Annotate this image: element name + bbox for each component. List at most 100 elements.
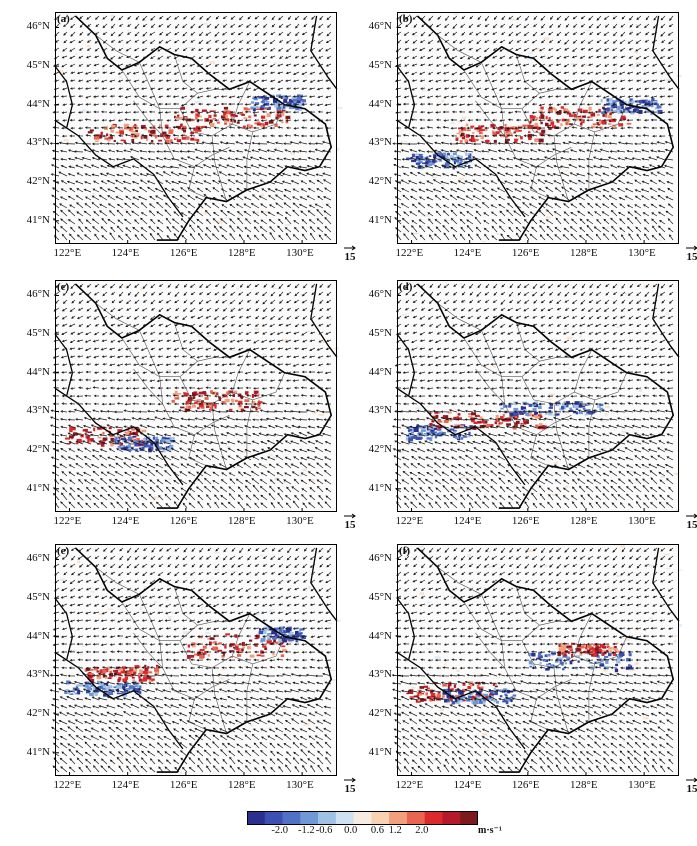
reference-vector-value: 15: [344, 251, 356, 263]
latitude-label: 43°N: [26, 668, 50, 681]
longitude-label: 126°E: [511, 515, 540, 527]
longitude-label: 124°E: [453, 779, 482, 791]
latitude-label: 45°N: [26, 591, 50, 604]
wind-vectors: [392, 15, 674, 241]
latitude-label: 44°N: [368, 629, 392, 642]
colorbar-segment: [442, 811, 461, 825]
longitude-label: 128°E: [569, 779, 598, 791]
colorbar-tick-label: 1.2: [388, 825, 402, 836]
reference-arrow-icon: [344, 245, 356, 251]
longitude-label: 122°E: [53, 515, 82, 527]
panel-label: (f): [399, 545, 410, 557]
colorbar-segment: [318, 811, 337, 825]
longitude-label: 130°E: [628, 779, 656, 791]
latitude-label: 43°N: [368, 668, 392, 681]
colorbar-tick-label: 2.0: [415, 825, 429, 836]
map-panel: 41°N 42°N 43°N 44°N 45°N 46°N 122°E 124°E 126°E 1…: [369, 544, 697, 795]
colorbar-tick-label: 0.6: [370, 825, 384, 836]
latitude-label: 42°N: [26, 707, 50, 720]
panel-label: (e): [57, 545, 70, 557]
map-panel: 41°N 42°N 43°N 44°N 45°N 46°N 122°E 124°E 126°E 1…: [369, 280, 697, 531]
latitude-label: 46°N: [368, 288, 392, 301]
panel-label: (d): [399, 281, 413, 293]
wind-vectors: [49, 15, 332, 241]
reference-vector: 15: [685, 245, 697, 263]
reference-vector-value: 15: [686, 783, 697, 795]
map-panel: 41°N 42°N 43°N 44°N 45°N 46°N 122°E 124°E 126°E 1…: [27, 12, 356, 263]
latitude-label: 45°N: [26, 59, 50, 72]
latitude-label: 44°N: [26, 97, 50, 110]
colorbar-tick-label: 0.0: [344, 825, 358, 836]
latitude-label: 41°N: [368, 213, 392, 226]
wind-field-map: [391, 544, 683, 776]
latitude-label: 42°N: [26, 443, 50, 456]
longitude-label: 130°E: [628, 515, 656, 527]
latitude-label: 44°N: [368, 365, 392, 378]
boundary-lines: [54, 547, 338, 773]
colorbar-segment: [264, 811, 283, 825]
latitude-label: 41°N: [26, 481, 50, 494]
colorbar-tick-label: -2.0: [271, 825, 288, 836]
latitude-label: 41°N: [368, 481, 392, 494]
longitude-label: 124°E: [111, 515, 140, 527]
longitude-label: 122°E: [53, 779, 82, 791]
colorbar: -2.0 -1.2 -0.6 0.0 0.6 1.2 2.0 m·s⁻¹: [247, 811, 547, 846]
colorbar-segment: [424, 811, 443, 825]
longitude-label: 124°E: [111, 247, 140, 259]
latitude-label: 46°N: [26, 288, 50, 301]
colorbar-tick-label: -1.2: [297, 825, 315, 836]
wind-vectors: [49, 547, 332, 773]
boundary-lines: [54, 15, 338, 241]
convergence-bands: [65, 390, 263, 453]
latitude-label: 41°N: [26, 213, 50, 226]
longitude-label: 122°E: [395, 247, 424, 259]
latitude-label: 44°N: [368, 97, 392, 110]
latitude-label: 46°N: [368, 20, 392, 33]
longitude-label: 130°E: [628, 247, 656, 259]
reference-vector: 15: [343, 513, 357, 531]
reference-arrow-icon: [344, 777, 356, 783]
colorbar-tick-label: -0.6: [315, 825, 333, 836]
longitude-label: 128°E: [227, 779, 256, 791]
latitude-label: 43°N: [368, 404, 392, 417]
panel-label: (c): [57, 281, 70, 293]
latitude-label: 46°N: [26, 552, 50, 565]
wind-vectors: [50, 283, 332, 509]
reference-vector: 15: [343, 777, 357, 795]
reference-vector-value: 15: [686, 519, 697, 531]
colorbar-segment: [353, 811, 372, 825]
wind-vectors: [391, 283, 674, 509]
reference-arrow-icon: [344, 513, 356, 519]
longitude-label: 126°E: [511, 247, 540, 259]
panels-container: 41°N 42°N 43°N 44°N 45°N 46°N 122°E 124°E 126°E 1…: [27, 12, 697, 795]
longitude-label: 124°E: [453, 515, 482, 527]
wind-field-map: [391, 280, 680, 512]
latitude-label: 46°N: [26, 20, 50, 33]
reference-vector: 15: [685, 777, 697, 795]
panel-label: (a): [57, 13, 70, 25]
reference-vector-value: 15: [686, 251, 697, 263]
convergence-bands: [87, 94, 306, 144]
wind-field-map: [49, 544, 341, 778]
colorbar-segment: [282, 811, 301, 825]
latitude-label: 42°N: [368, 443, 392, 456]
map-panel: 41°N 42°N 43°N 44°N 45°N 46°N 122°E 124°E 126°E 1…: [27, 544, 356, 795]
reference-vector: 15: [685, 513, 697, 531]
latitude-label: 45°N: [368, 59, 392, 72]
longitude-label: 126°E: [169, 247, 198, 259]
colorbar-segment: [371, 811, 390, 825]
longitude-label: 126°E: [511, 779, 540, 791]
longitude-label: 122°E: [395, 779, 424, 791]
latitude-label: 42°N: [368, 175, 392, 188]
wind-field-map: [50, 280, 339, 512]
latitude-label: 41°N: [26, 745, 50, 758]
longitude-label: 122°E: [53, 247, 82, 259]
longitude-label: 124°E: [453, 247, 482, 259]
longitude-label: 126°E: [169, 515, 198, 527]
convergence-bands: [405, 401, 605, 442]
colorbar-segment: [300, 811, 319, 825]
colorbar-unit: m·s⁻¹: [478, 825, 502, 836]
colorbar-segment: [335, 811, 354, 825]
map-panel: 41°N 42°N 43°N 44°N 45°N 46°N 122°E 124°E 126°E 1…: [27, 280, 356, 531]
colorbar-segment: [460, 811, 479, 825]
